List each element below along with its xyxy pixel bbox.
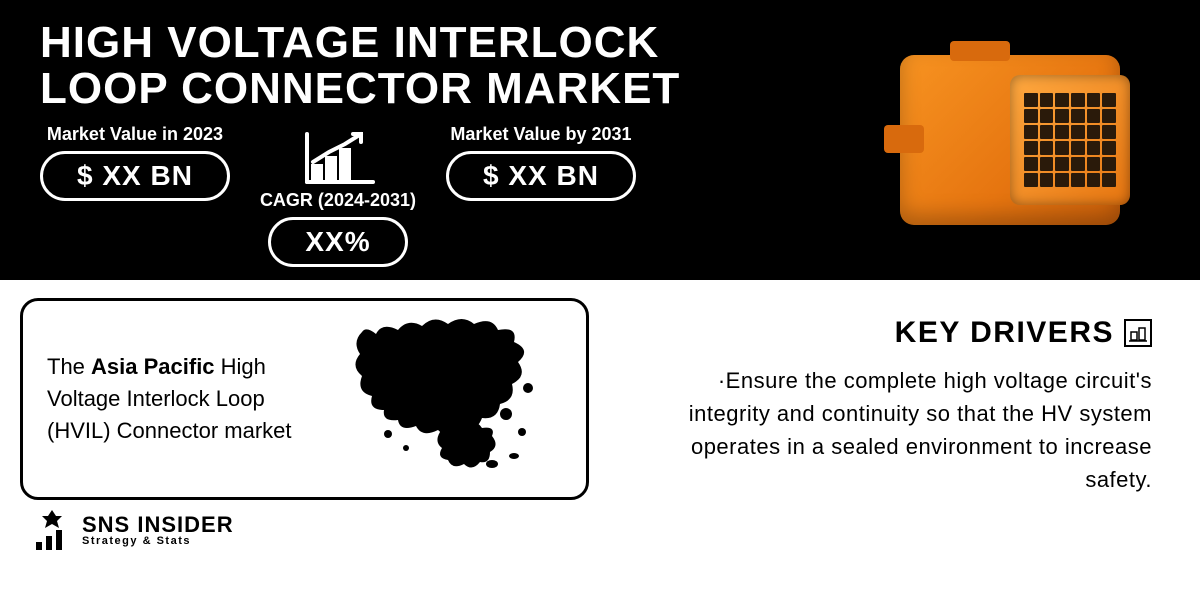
- title-line-2: LOOP CONNECTOR MARKET: [40, 66, 860, 112]
- market-value-2031-label: Market Value by 2031: [450, 124, 631, 145]
- main-title: HIGH VOLTAGE INTERLOCK LOOP CONNECTOR MA…: [40, 20, 860, 112]
- driver-bullet-text: ·Ensure the complete high voltage circui…: [637, 364, 1152, 496]
- product-image: [860, 20, 1160, 260]
- logo-text: SNS INSIDER Strategy & Stats: [82, 514, 234, 547]
- top-banner: HIGH VOLTAGE INTERLOCK LOOP CONNECTOR MA…: [0, 0, 1200, 280]
- logo-icon: [32, 508, 72, 552]
- metrics-row: Market Value in 2023 $ XX BN: [40, 124, 860, 267]
- cagr-value: XX%: [268, 217, 407, 267]
- banner-content: HIGH VOLTAGE INTERLOCK LOOP CONNECTOR MA…: [40, 20, 860, 260]
- growth-chart-icon: CAGR (2024-2031) XX%: [260, 128, 416, 267]
- market-value-2031: $ XX BN: [446, 151, 636, 201]
- brand-logo: SNS INSIDER Strategy & Stats: [32, 508, 234, 552]
- cagr-label: CAGR (2024-2031): [260, 190, 416, 211]
- drivers-icon: [1124, 319, 1152, 347]
- key-drivers-panel: KEY DRIVERS ·Ensure the complete high vo…: [609, 298, 1180, 500]
- logo-sub-text: Strategy & Stats: [82, 536, 234, 547]
- region-text: The Asia Pacific High Voltage Interlock …: [47, 351, 317, 447]
- region-panel: The Asia Pacific High Voltage Interlock …: [20, 298, 589, 500]
- logo-main-text: SNS INSIDER: [82, 514, 234, 536]
- market-value-2031-block: Market Value by 2031 $ XX BN: [446, 124, 636, 201]
- key-drivers-heading-text: KEY DRIVERS: [895, 316, 1114, 350]
- connector-illustration: [900, 55, 1120, 225]
- title-line-1: HIGH VOLTAGE INTERLOCK: [40, 20, 860, 66]
- bottom-section: The Asia Pacific High Voltage Interlock …: [0, 280, 1200, 560]
- key-drivers-heading: KEY DRIVERS: [895, 316, 1152, 350]
- market-value-2023-block: Market Value in 2023 $ XX BN: [40, 124, 230, 201]
- market-value-2023-label: Market Value in 2023: [47, 124, 223, 145]
- market-value-2023: $ XX BN: [40, 151, 230, 201]
- region-text-prefix: The: [47, 354, 91, 379]
- asia-pacific-map-icon: [341, 314, 562, 484]
- cagr-block: CAGR (2024-2031) XX%: [260, 186, 416, 267]
- region-text-bold: Asia Pacific: [91, 354, 215, 379]
